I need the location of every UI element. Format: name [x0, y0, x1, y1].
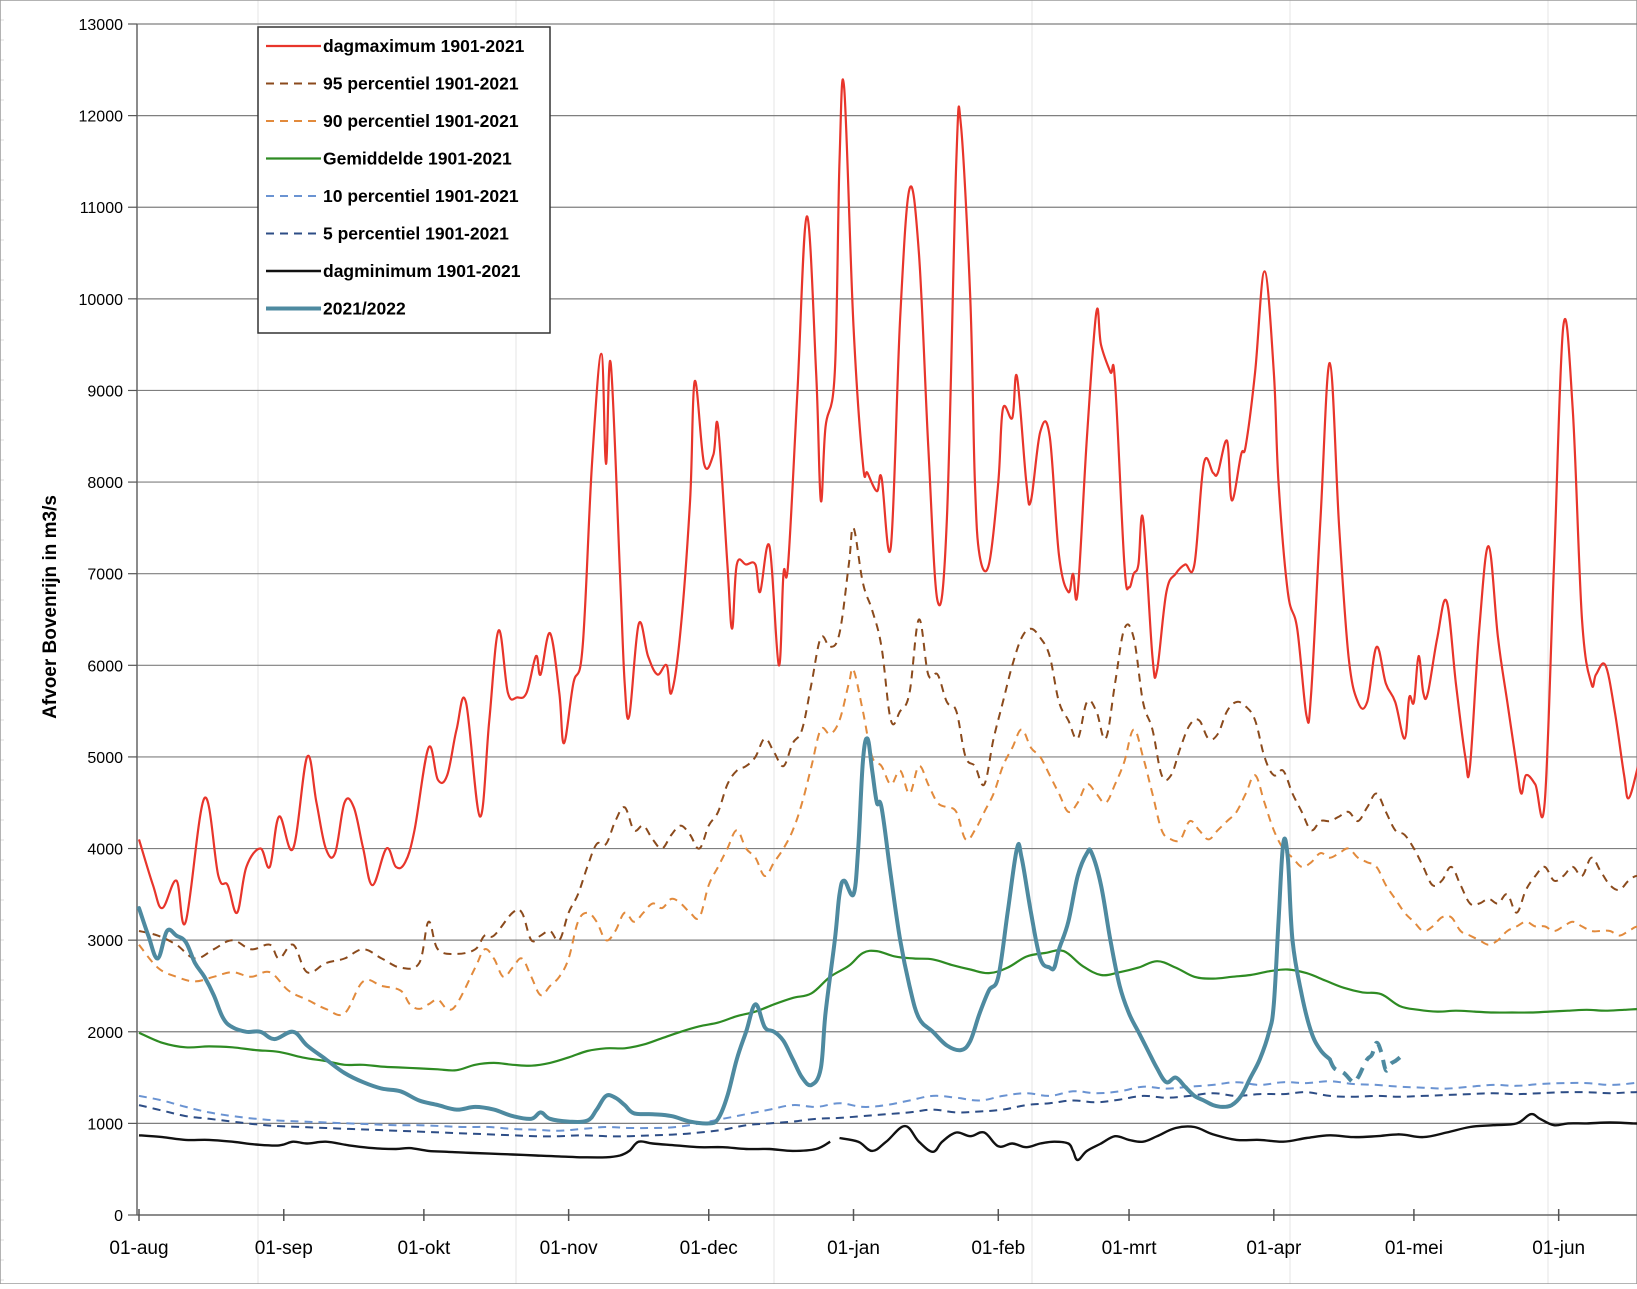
x-tick-label: 01-okt — [397, 1238, 451, 1259]
x-tick-label: 01-mei — [1385, 1238, 1443, 1259]
legend-box — [257, 26, 551, 334]
series-line-5-percentiel-1901-2021 — [138, 1091, 1637, 1138]
series-line-90-percentiel-1901-2021 — [138, 667, 1637, 1017]
y-tick-labels: 0 1000 2000 3000 4000 5000 6000 7000 8000 9000 100… — [79, 17, 137, 1225]
legend-label: dagminimum 1901-2021 — [323, 261, 521, 281]
series-line-dagminimum-1901-2021 — [138, 1112, 1637, 1162]
legend-label: 95 percentiel 1901-2021 — [323, 74, 519, 94]
series-line-2021-2022 — [137, 736, 1332, 1126]
legend-label: dagmaximum 1901-2021 — [323, 36, 525, 56]
y-tick-label: 4000 — [87, 842, 123, 859]
legend-label: 2021/2022 — [323, 299, 406, 319]
y-tick-label: 2000 — [87, 1025, 123, 1042]
axes — [136, 24, 1637, 1216]
y-tick-label: 6000 — [87, 658, 123, 675]
y-tick-label: 1000 — [87, 1116, 123, 1133]
legend: dagmaximum 1901-2021 95 percentiel 1901-2… — [257, 26, 551, 334]
y-tick-label: 13000 — [79, 17, 124, 34]
series-line-10-percentiel-1901-2021 — [138, 1080, 1637, 1132]
x-tick-label: 01-dec — [680, 1238, 738, 1259]
y-tick-label: 12000 — [79, 109, 124, 126]
x-tick-label: 01-mrt — [1102, 1238, 1158, 1259]
y-tick-label: 5000 — [87, 750, 123, 767]
y-tick-label: 11000 — [80, 200, 123, 217]
y-axis-label: Afvoer Bovenrijn in m3/s — [40, 495, 61, 719]
y-tick-label: 8000 — [87, 475, 123, 492]
y-tick-label: 10000 — [79, 292, 124, 309]
legend-label: 90 percentiel 1901-2021 — [323, 111, 519, 131]
x-tick-label: 01-feb — [971, 1238, 1025, 1259]
x-tick-label: 01-jan — [827, 1238, 880, 1259]
series-layer — [137, 78, 1637, 1162]
x-tick-label: 01-jun — [1532, 1238, 1585, 1259]
legend-label: 5 percentiel 1901-2021 — [323, 224, 509, 244]
series-line-95-percentiel-1901-2021 — [138, 526, 1637, 974]
x-tick-label: 01-nov — [540, 1238, 599, 1259]
x-tick-label: 01-sep — [255, 1238, 313, 1259]
x-tick-labels: 01-aug 01-sep 01-okt 01-nov 01-dec 01-jan 01-f… — [109, 1209, 1585, 1259]
y-tick-label: 3000 — [87, 933, 123, 950]
y-tick-label: 9000 — [87, 383, 123, 400]
y-tick-label: 7000 — [87, 567, 123, 584]
legend-label: Gemiddelde 1901-2021 — [323, 149, 512, 169]
legend-label: 10 percentiel 1901-2021 — [323, 186, 519, 206]
x-tick-label: 01-apr — [1246, 1238, 1302, 1259]
y-tick-label: 0 — [114, 1208, 123, 1225]
series-line-dagmaximum-1901-2021 — [137, 78, 1637, 926]
x-tick-label: 01-aug — [109, 1238, 168, 1259]
series-line-2021-2022-forecast — [1327, 1040, 1402, 1085]
series-line-gemiddelde-1901-2021 — [138, 949, 1637, 1072]
